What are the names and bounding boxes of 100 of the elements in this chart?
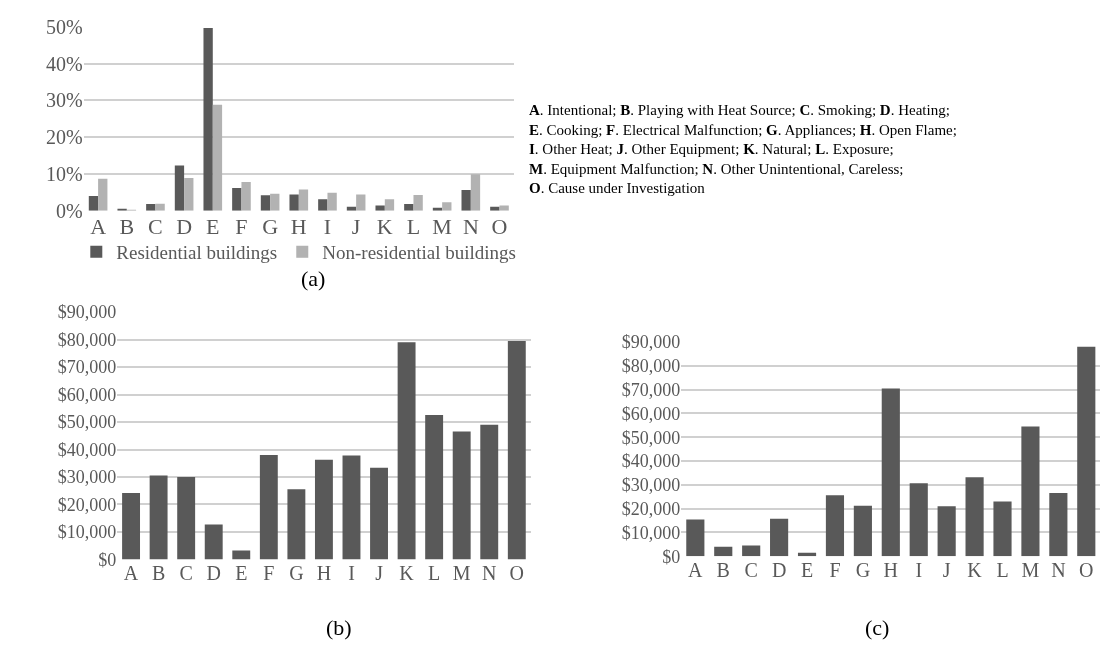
bar: [232, 550, 251, 560]
x-tick-label: A: [688, 559, 704, 582]
bar: [686, 519, 705, 557]
bar: [909, 483, 928, 557]
x-tick-label: H: [290, 213, 307, 239]
x-tick-label: G: [262, 213, 279, 239]
bar: [155, 203, 165, 211]
bar: [327, 192, 337, 211]
y-tick-label: $50,000: [57, 412, 117, 433]
x-tick-label: A: [90, 213, 107, 239]
bar: [452, 431, 471, 560]
bar: [174, 165, 185, 211]
x-tick-label: L: [406, 213, 421, 239]
bar: [184, 177, 194, 211]
text: H. Open Flame;: [859, 121, 957, 138]
bar: [342, 455, 361, 560]
x-tick-label: E: [206, 213, 220, 239]
x-tick-label: C: [148, 213, 163, 239]
text: E. Cooking;: [529, 121, 603, 138]
bar: [289, 194, 299, 211]
bar: [825, 495, 845, 557]
text: A. Intentional;: [529, 102, 617, 118]
y-tick-label: $0: [662, 546, 681, 567]
y-tick-label: $20,000: [621, 498, 681, 519]
x-tick-label: H: [883, 559, 899, 582]
bar: [270, 193, 280, 211]
bar: [88, 196, 99, 211]
x-tick-label: K: [376, 213, 393, 239]
x-tick-label: E: [235, 562, 248, 585]
text: C. Smoking;: [799, 102, 877, 118]
bar: [1077, 346, 1096, 557]
bar: [287, 489, 306, 560]
bar: [442, 202, 452, 211]
x-tick-label: M: [1021, 559, 1040, 582]
bar: [770, 518, 789, 557]
text: K. Natural;: [743, 141, 812, 157]
x-tick-label: D: [206, 562, 221, 585]
bar: [212, 104, 223, 211]
bar: [122, 492, 141, 560]
text: (b): [326, 615, 352, 640]
bar: [298, 189, 309, 211]
x-tick-label: M: [432, 213, 452, 239]
x-tick-label: H: [316, 562, 332, 585]
bar: [461, 190, 471, 211]
bar: [314, 459, 333, 560]
bar: [203, 27, 213, 211]
x-tick-label: C: [179, 562, 193, 585]
y-tick-label: $20,000: [57, 494, 117, 515]
y-tick-label: 20%: [46, 126, 83, 149]
legend-label: Non-residential buildings: [322, 242, 516, 264]
bar: [241, 182, 251, 211]
bar: [149, 475, 168, 560]
bar: [177, 476, 196, 560]
bar: [993, 501, 1012, 557]
x-tick-label: F: [235, 213, 248, 239]
x-tick-label: O: [509, 562, 525, 585]
y-tick-label: 0%: [56, 199, 83, 222]
y-tick-label: $50,000: [621, 427, 681, 448]
x-tick-label: F: [829, 559, 841, 582]
y-tick-label: $80,000: [621, 356, 681, 377]
bar: [413, 194, 423, 211]
y-tick-label: 10%: [46, 162, 83, 185]
x-tick-label: K: [967, 559, 983, 582]
bar: [425, 414, 444, 560]
y-tick-label: 40%: [46, 52, 83, 75]
bar: [232, 187, 242, 211]
x-tick-label: A: [123, 562, 139, 585]
x-tick-label: G: [855, 559, 871, 582]
y-tick-label: $60,000: [621, 403, 681, 424]
y-tick-label: $60,000: [57, 384, 117, 405]
bar: [742, 545, 761, 557]
x-tick-label: O: [491, 213, 508, 239]
bar: [260, 195, 271, 211]
x-tick-label: E: [800, 559, 814, 582]
bar: [318, 199, 328, 211]
y-tick-label: $30,000: [57, 467, 117, 488]
y-tick-label: $10,000: [57, 522, 117, 543]
bar: [1049, 492, 1068, 557]
bar: [937, 506, 956, 557]
bar: [480, 424, 499, 560]
y-tick-label: $40,000: [57, 439, 117, 460]
x-tick-label: B: [716, 559, 730, 582]
x-tick-label: I: [348, 562, 355, 585]
x-tick-label: I: [915, 559, 923, 582]
y-tick-label: $90,000: [57, 302, 117, 323]
bar: [384, 199, 395, 211]
y-tick-label: $70,000: [57, 357, 117, 378]
x-tick-label: J: [351, 213, 361, 239]
text: O. Cause under Investigation: [529, 180, 706, 196]
x-tick-label: J: [375, 562, 384, 585]
y-tick-label: $10,000: [621, 522, 681, 543]
x-tick-label: K: [399, 562, 415, 585]
x-tick-label: G: [289, 562, 304, 585]
x-tick-label: B: [151, 562, 166, 585]
text: I. Other Heat;: [529, 141, 613, 157]
x-tick-label: L: [996, 559, 1009, 582]
y-tick-label: $30,000: [621, 475, 681, 496]
bar: [470, 174, 481, 211]
x-tick-label: F: [263, 562, 275, 585]
y-tick-label: $70,000: [621, 379, 681, 400]
